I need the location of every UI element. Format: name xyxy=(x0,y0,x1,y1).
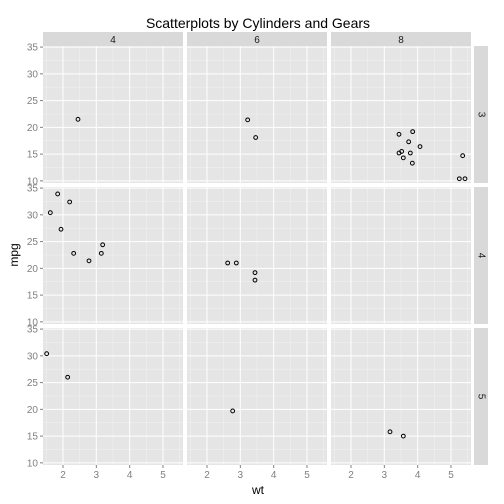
column-strip xyxy=(187,32,327,46)
facet-panel xyxy=(187,46,327,183)
y-tick-label: 30 xyxy=(27,210,39,221)
column-strip xyxy=(331,32,471,46)
data-point xyxy=(44,351,50,357)
data-point xyxy=(400,155,406,161)
column-strip-label: 4 xyxy=(110,35,116,46)
data-point xyxy=(58,226,64,232)
x-tick-label: 2 xyxy=(60,470,66,481)
data-point xyxy=(245,117,251,123)
chart-title: Scatterplots by Cylinders and Gears xyxy=(146,15,370,31)
row-strip-label: 4 xyxy=(475,253,486,259)
data-point xyxy=(387,429,393,435)
y-tick-label: 25 xyxy=(27,237,39,248)
y-tick-label: 15 xyxy=(27,432,39,443)
y-tick-label: 35 xyxy=(27,325,39,336)
data-point xyxy=(407,150,413,156)
data-point xyxy=(396,131,402,137)
data-point xyxy=(396,150,402,156)
data-point xyxy=(417,144,423,150)
x-tick-label: 5 xyxy=(160,470,166,481)
facet-panel xyxy=(331,328,471,465)
data-point xyxy=(252,277,258,283)
data-point xyxy=(230,408,236,414)
row-strip-label: 5 xyxy=(475,394,486,400)
data-point xyxy=(75,116,81,122)
facet-strips: 4 6 8 3 4 5 xyxy=(43,32,488,465)
data-point xyxy=(456,176,462,182)
y-tick-label: 25 xyxy=(27,96,39,107)
data-point xyxy=(233,260,239,266)
y-tick-label: 15 xyxy=(27,150,39,161)
x-tick-label: 4 xyxy=(127,470,133,481)
data-point xyxy=(47,210,53,216)
data-point xyxy=(409,160,415,166)
facet-panel xyxy=(187,187,327,324)
data-point xyxy=(86,258,92,264)
facet-panels xyxy=(43,46,471,465)
data-point xyxy=(100,242,106,248)
data-point xyxy=(55,191,61,197)
facet-panel xyxy=(331,187,471,324)
row-strip xyxy=(474,187,488,324)
row-strip-label: 3 xyxy=(475,112,486,118)
column-strip-label: 6 xyxy=(254,35,260,46)
y-tick-label: 35 xyxy=(27,43,39,54)
row-strip xyxy=(474,46,488,183)
column-strip-label: 8 xyxy=(398,35,404,46)
x-tick-label: 4 xyxy=(415,470,421,481)
x-tick-label: 2 xyxy=(348,470,354,481)
facet-panel xyxy=(331,46,471,183)
y-axis-label: mpg xyxy=(7,243,21,266)
facet-panel xyxy=(187,328,327,465)
x-tick-label: 2 xyxy=(204,470,210,481)
column-strip xyxy=(43,32,183,46)
x-tick-label: 5 xyxy=(448,470,454,481)
data-point xyxy=(71,250,77,256)
y-tick-label: 10 xyxy=(27,458,39,469)
x-tick-label: 3 xyxy=(94,470,100,481)
data-point xyxy=(253,135,259,140)
y-tick-label: 35 xyxy=(27,184,39,195)
data-point xyxy=(462,176,468,182)
data-point xyxy=(98,250,104,256)
data-point xyxy=(410,129,416,135)
data-point xyxy=(67,199,73,205)
data-point xyxy=(460,153,466,159)
y-tick-label: 10 xyxy=(27,317,39,328)
y-tick-label: 30 xyxy=(27,351,39,362)
x-axis-label: wt xyxy=(251,483,265,497)
x-tick-label: 4 xyxy=(271,470,277,481)
row-strip xyxy=(474,328,488,465)
data-point xyxy=(65,374,71,380)
y-tick-label: 30 xyxy=(27,69,39,80)
y-tick-label: 20 xyxy=(27,264,39,275)
y-tick-label: 20 xyxy=(27,123,39,134)
data-point xyxy=(225,260,231,266)
x-tick-label: 3 xyxy=(238,470,244,481)
x-tick-label: 3 xyxy=(382,470,388,481)
facet-panel xyxy=(43,46,183,183)
data-point xyxy=(400,433,406,439)
data-point xyxy=(252,270,258,276)
y-tick-label: 10 xyxy=(27,176,39,187)
facet-panel xyxy=(43,328,183,465)
y-tick-label: 15 xyxy=(27,291,39,302)
y-tick-label: 25 xyxy=(27,378,39,389)
facet-panel xyxy=(43,187,183,324)
y-tick-label: 20 xyxy=(27,405,39,416)
data-point xyxy=(406,139,412,145)
x-tick-label: 5 xyxy=(304,470,310,481)
